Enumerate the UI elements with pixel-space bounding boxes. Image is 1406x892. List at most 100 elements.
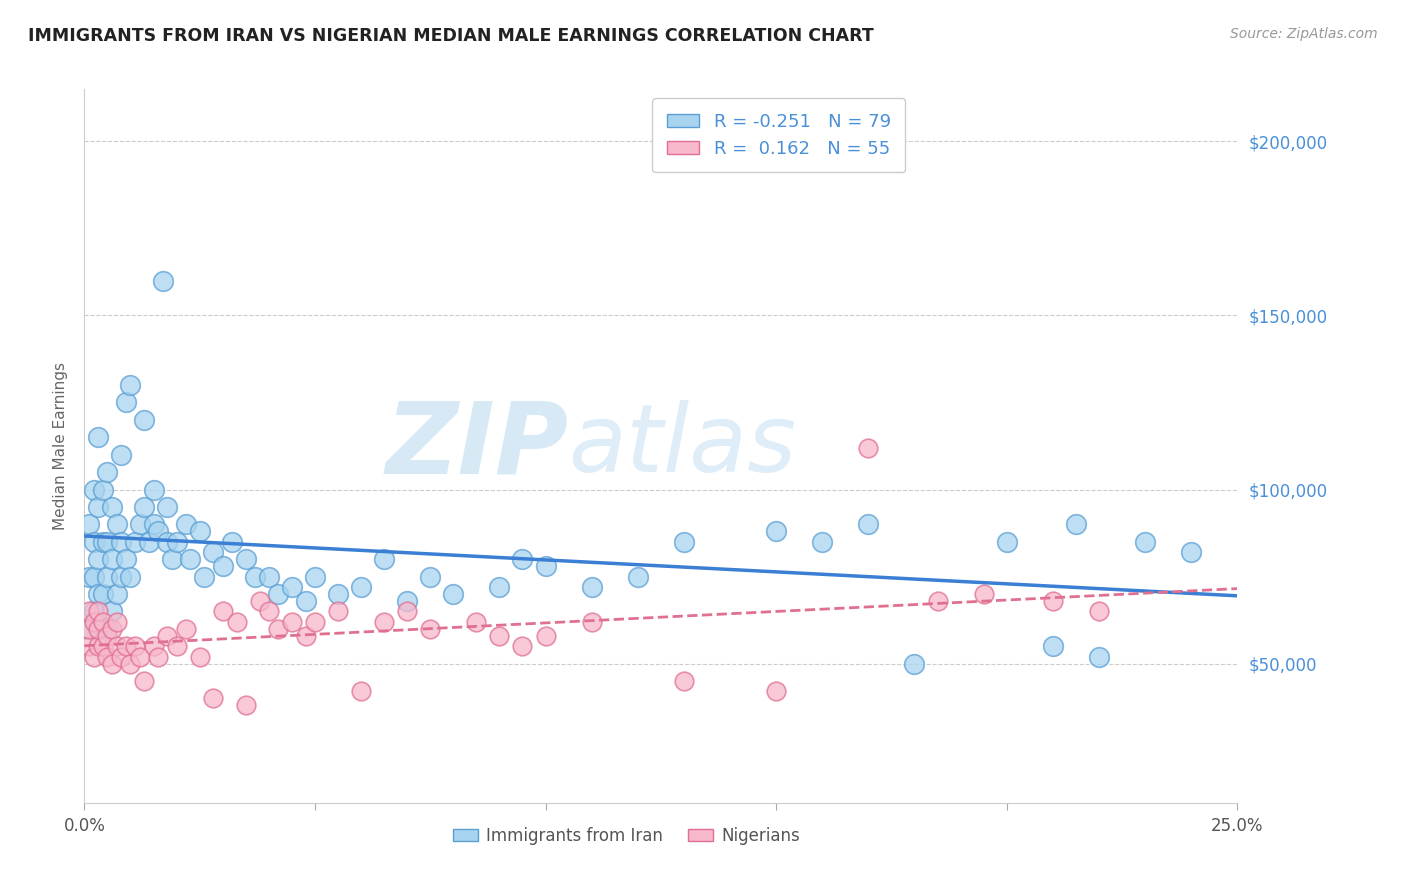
Point bbox=[235, 552, 257, 566]
Point bbox=[91, 615, 114, 629]
Point bbox=[326, 587, 349, 601]
Point bbox=[96, 534, 118, 549]
Point bbox=[294, 594, 316, 608]
Point bbox=[765, 684, 787, 698]
Point bbox=[1042, 594, 1064, 608]
Point bbox=[765, 524, 787, 539]
Point bbox=[105, 615, 128, 629]
Point bbox=[202, 545, 225, 559]
Point bbox=[1042, 639, 1064, 653]
Point bbox=[202, 691, 225, 706]
Point bbox=[152, 274, 174, 288]
Point bbox=[193, 569, 215, 583]
Y-axis label: Median Male Earnings: Median Male Earnings bbox=[53, 362, 69, 530]
Point bbox=[87, 639, 110, 653]
Point bbox=[156, 629, 179, 643]
Point bbox=[87, 622, 110, 636]
Point bbox=[235, 698, 257, 713]
Point bbox=[281, 615, 304, 629]
Point bbox=[350, 580, 373, 594]
Point bbox=[243, 569, 266, 583]
Point bbox=[128, 649, 150, 664]
Text: atlas: atlas bbox=[568, 401, 797, 491]
Point bbox=[156, 500, 179, 514]
Point bbox=[115, 639, 138, 653]
Text: ZIP: ZIP bbox=[385, 398, 568, 494]
Point bbox=[110, 534, 132, 549]
Point bbox=[83, 615, 105, 629]
Point bbox=[465, 615, 488, 629]
Point bbox=[1088, 604, 1111, 618]
Point bbox=[101, 657, 124, 671]
Point bbox=[77, 639, 100, 653]
Point bbox=[257, 569, 280, 583]
Point bbox=[903, 657, 925, 671]
Point bbox=[156, 534, 179, 549]
Legend: Immigrants from Iran, Nigerians: Immigrants from Iran, Nigerians bbox=[446, 821, 807, 852]
Point bbox=[419, 569, 441, 583]
Point bbox=[134, 673, 156, 688]
Point bbox=[672, 534, 695, 549]
Point bbox=[373, 615, 395, 629]
Point bbox=[396, 604, 419, 618]
Point bbox=[973, 587, 995, 601]
Point bbox=[77, 622, 100, 636]
Point bbox=[83, 569, 105, 583]
Point bbox=[373, 552, 395, 566]
Point bbox=[101, 622, 124, 636]
Point bbox=[267, 622, 290, 636]
Point bbox=[96, 465, 118, 479]
Point bbox=[441, 587, 464, 601]
Point bbox=[211, 559, 233, 574]
Point bbox=[87, 552, 110, 566]
Point bbox=[257, 604, 280, 618]
Point bbox=[249, 594, 271, 608]
Point bbox=[811, 534, 834, 549]
Text: Source: ZipAtlas.com: Source: ZipAtlas.com bbox=[1230, 27, 1378, 41]
Point bbox=[267, 587, 290, 601]
Point bbox=[110, 569, 132, 583]
Point bbox=[101, 500, 124, 514]
Point bbox=[221, 534, 243, 549]
Point bbox=[581, 580, 603, 594]
Point bbox=[105, 587, 128, 601]
Point bbox=[179, 552, 201, 566]
Point bbox=[211, 604, 233, 618]
Point bbox=[96, 649, 118, 664]
Point bbox=[512, 639, 534, 653]
Point bbox=[105, 639, 128, 653]
Point bbox=[120, 657, 142, 671]
Point bbox=[534, 559, 557, 574]
Point bbox=[1064, 517, 1087, 532]
Point bbox=[304, 615, 326, 629]
Point bbox=[134, 500, 156, 514]
Point bbox=[87, 587, 110, 601]
Point bbox=[83, 604, 105, 618]
Point bbox=[96, 622, 118, 636]
Point bbox=[419, 622, 441, 636]
Point bbox=[166, 639, 188, 653]
Point bbox=[115, 395, 138, 409]
Point bbox=[91, 534, 114, 549]
Point bbox=[101, 552, 124, 566]
Point bbox=[96, 629, 118, 643]
Point bbox=[627, 569, 650, 583]
Point bbox=[326, 604, 349, 618]
Point bbox=[1133, 534, 1156, 549]
Point bbox=[672, 673, 695, 688]
Point bbox=[146, 649, 169, 664]
Point bbox=[581, 615, 603, 629]
Point bbox=[128, 517, 150, 532]
Point bbox=[91, 587, 114, 601]
Point bbox=[83, 649, 105, 664]
Point bbox=[91, 639, 114, 653]
Point bbox=[124, 534, 146, 549]
Point bbox=[512, 552, 534, 566]
Point bbox=[534, 629, 557, 643]
Point bbox=[77, 517, 100, 532]
Point bbox=[87, 430, 110, 444]
Point bbox=[188, 524, 211, 539]
Point bbox=[87, 500, 110, 514]
Point bbox=[77, 569, 100, 583]
Point bbox=[77, 604, 100, 618]
